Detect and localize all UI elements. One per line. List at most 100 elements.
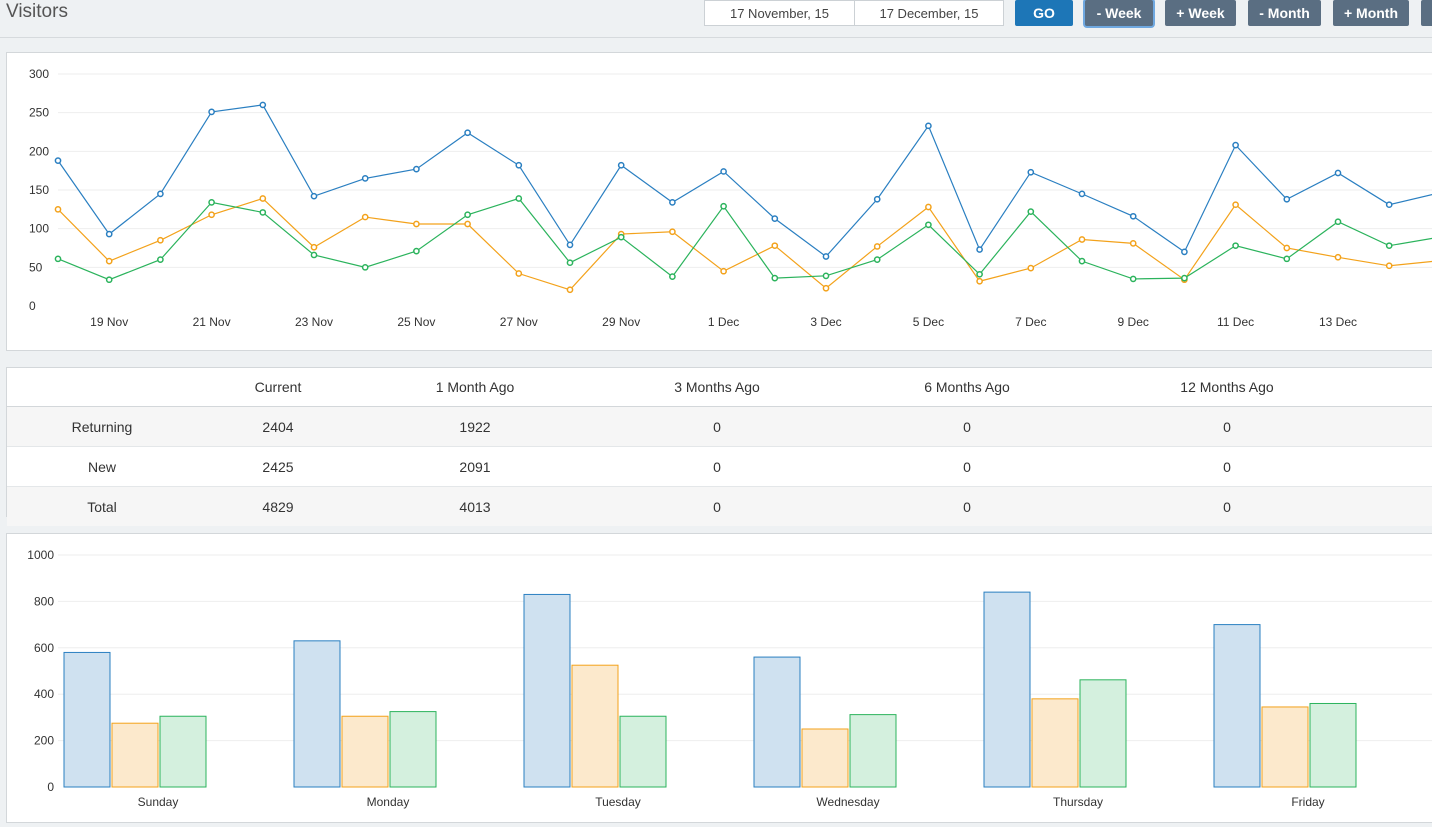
category-label: Tuesday [595, 795, 641, 809]
x-tick-label: 29 Nov [602, 315, 640, 329]
data-point [1385, 262, 1393, 270]
plus-month-button[interactable]: + Month [1333, 0, 1409, 26]
y-tick-label: 0 [47, 780, 54, 794]
table-cell-spacer [1363, 446, 1432, 487]
y-tick-label: 250 [29, 106, 49, 120]
go-button[interactable]: GO [1015, 0, 1073, 26]
data-point [259, 209, 267, 216]
data-point [515, 270, 523, 277]
data-point [720, 168, 727, 175]
data-point [310, 243, 318, 251]
bar [63, 651, 111, 788]
table-cell: 1922 [359, 406, 591, 447]
plus-week-button[interactable]: + Week [1165, 0, 1236, 26]
category-label: Friday [1291, 795, 1324, 809]
data-point [669, 228, 676, 236]
data-point [822, 253, 830, 260]
table-cell: 0 [591, 446, 843, 487]
y-tick-label: 300 [29, 67, 49, 81]
data-point [464, 211, 471, 219]
data-point [669, 273, 676, 280]
table-row: New 2425 2091 0 0 0 [7, 446, 1432, 487]
x-tick-label: 27 Nov [500, 315, 538, 329]
visitors-comparison-panel: Current 1 Month Ago 3 Months Ago 6 Month… [6, 367, 1432, 526]
data-point [361, 175, 369, 182]
data-point [54, 255, 62, 263]
row-label: Returning [7, 406, 197, 447]
series-line [57, 197, 1432, 291]
category-label: Thursday [1053, 795, 1103, 809]
category-label: Monday [367, 795, 410, 809]
data-point [1129, 240, 1137, 247]
data-point [822, 284, 830, 292]
data-point [1232, 141, 1239, 149]
data-point [1385, 201, 1393, 209]
data-point [208, 199, 215, 206]
data-point [208, 108, 215, 116]
data-point [361, 213, 369, 221]
data-point [976, 277, 983, 285]
data-point [925, 221, 932, 229]
daily-visitors-line-chart: 300 250 200 150 100 50 0 19 Nov 21 Nov 23 Nov 25 N… [29, 67, 1432, 329]
table-cell-spacer [1363, 406, 1432, 447]
bar [1079, 679, 1127, 788]
table-cell: 4829 [197, 486, 359, 526]
data-point [1129, 275, 1137, 283]
x-tick-label: 21 Nov [193, 315, 231, 329]
data-point [361, 263, 369, 271]
bar [753, 656, 801, 788]
x-tick-label: 13 Dec [1319, 315, 1357, 329]
table-cell: 0 [1091, 446, 1363, 487]
data-point [1283, 244, 1291, 252]
data-point [1283, 255, 1291, 263]
y-tick-label: 800 [34, 594, 54, 608]
end-date-input[interactable]: 17 December, 15 [854, 0, 1004, 26]
bar [801, 728, 849, 788]
y-tick-label: 100 [29, 222, 49, 236]
minus-week-button[interactable]: - Week [1085, 0, 1153, 26]
data-point [1283, 195, 1291, 203]
table-header-current: Current [197, 368, 359, 407]
data-point [1078, 236, 1086, 243]
data-point [157, 236, 164, 244]
data-point [669, 199, 676, 206]
y-tick-label: 1000 [27, 548, 54, 562]
more-button[interactable] [1421, 0, 1432, 26]
data-point [54, 205, 62, 213]
bar [389, 711, 437, 788]
data-point [771, 274, 779, 282]
y-tick-label: 0 [29, 299, 36, 313]
data-point [771, 242, 779, 250]
data-point [1129, 212, 1137, 220]
bar [849, 714, 897, 788]
data-point [105, 230, 113, 238]
weekday-visitors-panel: 1000 800 600 400 200 0 Sunday Monday Tuesday Wedn… [6, 533, 1432, 823]
y-tick-label: 150 [29, 183, 49, 197]
y-tick-label: 600 [34, 641, 54, 655]
data-point [413, 220, 420, 228]
data-point [617, 161, 625, 169]
bar [1031, 698, 1079, 788]
y-tick-label: 400 [34, 687, 54, 701]
data-point [515, 161, 523, 169]
bar [341, 715, 389, 788]
table-cell: 0 [843, 486, 1091, 526]
series-line [57, 197, 1432, 281]
data-point [1385, 242, 1393, 250]
start-date-input[interactable]: 17 November, 15 [704, 0, 855, 26]
y-tick-label: 200 [34, 734, 54, 748]
table-header-label [7, 368, 197, 407]
table-header-row: Current 1 Month Ago 3 Months Ago 6 Month… [7, 368, 1432, 407]
y-tick-label: 50 [29, 260, 43, 274]
data-point [925, 203, 932, 211]
bar [159, 715, 207, 788]
data-point [771, 215, 779, 222]
minus-month-button[interactable]: - Month [1248, 0, 1321, 26]
data-point [873, 195, 881, 203]
bar [523, 593, 571, 788]
data-point [157, 256, 164, 263]
data-point [1232, 201, 1239, 209]
data-point [1181, 248, 1188, 256]
bar [983, 591, 1031, 788]
page-title: Visitors [6, 1, 68, 22]
